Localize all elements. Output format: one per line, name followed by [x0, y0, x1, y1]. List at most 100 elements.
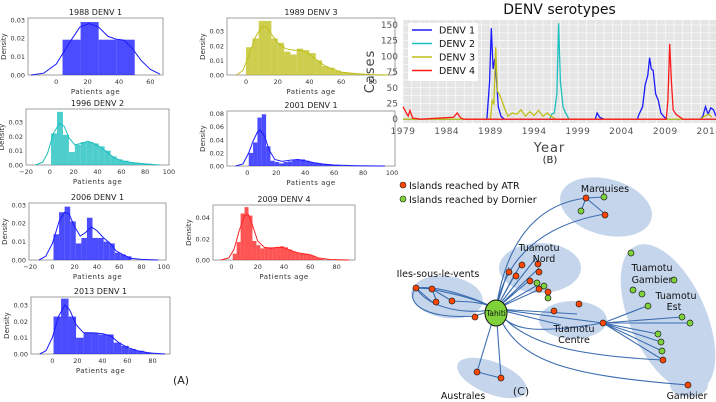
kde-curve	[39, 304, 166, 355]
histogram-bar	[318, 163, 323, 166]
histogram-bar	[260, 248, 265, 260]
panel-c-network: Tahiti Marquises Tuamotu Nord Iles-sous-…	[397, 177, 716, 402]
histogram-bar	[276, 247, 281, 260]
histogram-bar	[125, 256, 132, 260]
y-tick-label: 0.03	[11, 16, 25, 24]
histogram-bar	[121, 345, 129, 354]
histogram-bar	[92, 143, 99, 165]
histogram-bar	[328, 67, 335, 75]
histogram-bar	[284, 247, 288, 260]
x-tick-label: 60	[330, 169, 338, 177]
y-tick-label: 0.02	[12, 220, 26, 228]
x-tick-label: 0	[48, 168, 52, 176]
y-tick-label: 0.00	[210, 163, 224, 171]
histogram-bar	[295, 252, 300, 260]
y-tick-label: 0.00	[14, 351, 28, 359]
y-tick-label: 100	[381, 52, 398, 62]
edge	[495, 213, 606, 310]
y-tick-label: 0.03	[12, 201, 26, 209]
y-tick-label: 0.00	[9, 162, 23, 170]
histogram-bar	[266, 146, 271, 166]
node-atr	[599, 319, 607, 327]
node-dornier	[638, 290, 646, 298]
panel-c-label: (C)	[513, 385, 529, 398]
y-axis-label: Cases	[363, 50, 378, 94]
histogram-bar	[86, 142, 93, 165]
x-tick-label: 40	[93, 263, 101, 271]
histogram-bar	[81, 237, 87, 260]
x-tick-label: 20	[254, 263, 262, 271]
x-axis-label: Patients age	[286, 179, 335, 187]
region-label-tuamotu-gambier-1: Tuamotu	[630, 263, 672, 274]
x-tick-label: 0	[244, 78, 248, 86]
histogram-bar	[80, 142, 87, 165]
histogram-bar	[98, 237, 104, 260]
x-tick-label: 100	[158, 263, 170, 271]
y-tick-label: 0.03	[14, 302, 28, 310]
histogram-bar	[246, 47, 253, 75]
y-tick-label: 0.01	[11, 53, 25, 61]
x-tick-label: 40	[115, 78, 123, 86]
histogram-bar	[319, 258, 324, 260]
panel-a-label: (A)	[173, 374, 189, 387]
region-marquises	[560, 177, 652, 237]
histogram-bar	[315, 60, 323, 75]
histogram-a7: 2013 DENV 1 0 20 40 60 80 0.00 0.01 0.02 0.03 Pati…	[3, 287, 171, 375]
network-nodes	[412, 193, 694, 389]
y-axis-label: Density	[199, 33, 207, 60]
histogram-a1: 1988 DENV 1 0 20 40 60 0.00 0.01 0.02 0.03 Patien…	[0, 8, 164, 96]
region-label-iles-sous-le-vents: Iles-sous-le-vents	[397, 269, 480, 280]
y-tick-label: 0	[392, 115, 398, 125]
histogram-bar	[341, 72, 348, 75]
node-atr	[497, 374, 505, 382]
histogram-bar	[299, 253, 304, 260]
histogram-bar	[360, 74, 367, 75]
y-axis-label: Density	[0, 124, 6, 151]
edge	[412, 287, 476, 318]
histogram-bar	[305, 160, 310, 166]
histogram-title: 2009 DENV 4	[257, 195, 310, 204]
y-tick-label: 0.01	[14, 334, 28, 342]
histogram-bar	[334, 70, 342, 75]
region-label-tuamotu-est-1: Tuamotu	[654, 291, 696, 302]
y-tick-label: 0.02	[11, 35, 25, 43]
node-atr	[575, 300, 583, 308]
x-tick-label: 1989	[478, 127, 503, 137]
legend-label: DENV 3	[439, 53, 475, 64]
node-atr	[544, 288, 552, 296]
y-tick-label: 0.02	[9, 133, 23, 141]
x-tick-label: 20	[70, 168, 78, 176]
panel-b-label: (B)	[543, 155, 558, 166]
y-tick-label: 125	[381, 37, 398, 47]
node-atr	[518, 261, 526, 269]
legend-box	[408, 23, 478, 81]
kde-curve	[35, 122, 160, 166]
edge	[495, 308, 689, 386]
x-tick-label: 20	[272, 169, 280, 177]
histogram-bar	[83, 332, 92, 354]
node-atr	[512, 272, 520, 280]
x-tick-label: 60	[115, 263, 123, 271]
histogram-bar	[76, 337, 84, 354]
histogram-bar	[326, 164, 332, 166]
y-tick-label: 25	[387, 100, 398, 110]
node-atr	[534, 260, 542, 268]
histogram-bar	[261, 114, 267, 166]
region-tuamotu-nord	[499, 243, 581, 293]
region-label-australes: Australes	[441, 391, 485, 402]
x-tick-label: 20	[73, 357, 81, 365]
x-tick-label: 100	[386, 169, 398, 177]
histogram-bar	[109, 243, 115, 260]
histogram-bar	[53, 316, 62, 354]
x-axis-label: Patients age	[73, 273, 122, 281]
node-dornier	[540, 282, 548, 290]
legend-label: DENV 4	[439, 66, 475, 77]
y-axis-label: Density	[0, 33, 8, 60]
y-tick-label: 0.00	[196, 257, 210, 265]
histogram-a4: 2001 DENV 1 0 20 40 60 80 100 0.00 0.02 0.04 0.06 0…	[199, 101, 398, 187]
x-tick-label: 80	[141, 168, 149, 176]
x-tick-label: 60	[117, 168, 125, 176]
histogram-bar	[296, 48, 304, 75]
panel-a-histograms: 1988 DENV 1 0 20 40 60 0.00 0.01 0.02 0.03 Patien…	[0, 8, 398, 375]
histogram-bar	[287, 161, 293, 166]
